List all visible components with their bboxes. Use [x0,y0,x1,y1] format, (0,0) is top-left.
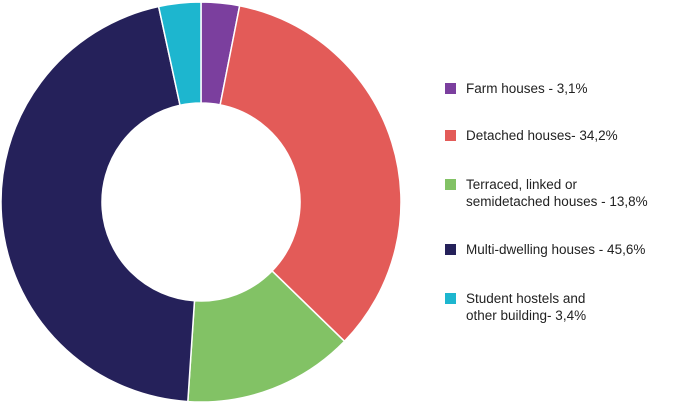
legend-label: Detached houses- 34,2% [466,127,618,144]
legend-item-terraced-houses: Terraced, linked or semidetached houses … [445,176,648,210]
legend-label-line: Terraced, linked or [466,177,578,192]
legend-label-line: Detached houses- 34,2% [466,128,618,143]
legend-swatch [445,130,456,141]
legend-label-line: Student hostels and [466,291,586,306]
legend-swatch [445,179,456,190]
legend-item-farm-houses: Farm houses - 3,1% [445,80,588,97]
legend-label: Farm houses - 3,1% [466,80,588,97]
legend-label: Multi-dwelling houses - 45,6% [466,241,645,258]
legend-item-student-hostels: Student hostels and other building- 3,4% [445,290,586,324]
legend-label-line: other building- 3,4% [466,308,587,323]
legend-swatch [445,83,456,94]
slice-detached-houses [219,4,402,343]
legend-label-line: Farm houses - 3,1% [466,81,588,96]
slice-multi-dwelling-houses [0,5,196,403]
legend-item-detached-houses: Detached houses- 34,2% [445,127,618,144]
legend-label: Student hostels and other building- 3,4% [466,290,586,324]
legend-label-line: Multi-dwelling houses - 45,6% [466,242,646,257]
legend-swatch [445,293,456,304]
legend-label-line: semidetached houses - 13,8% [466,194,648,209]
slice-student-hostels [157,1,202,107]
legend-label: Terraced, linked or semidetached houses … [466,176,648,210]
legend-item-multi-dwelling-houses: Multi-dwelling houses - 45,6% [445,241,645,258]
legend-swatch [445,244,456,255]
